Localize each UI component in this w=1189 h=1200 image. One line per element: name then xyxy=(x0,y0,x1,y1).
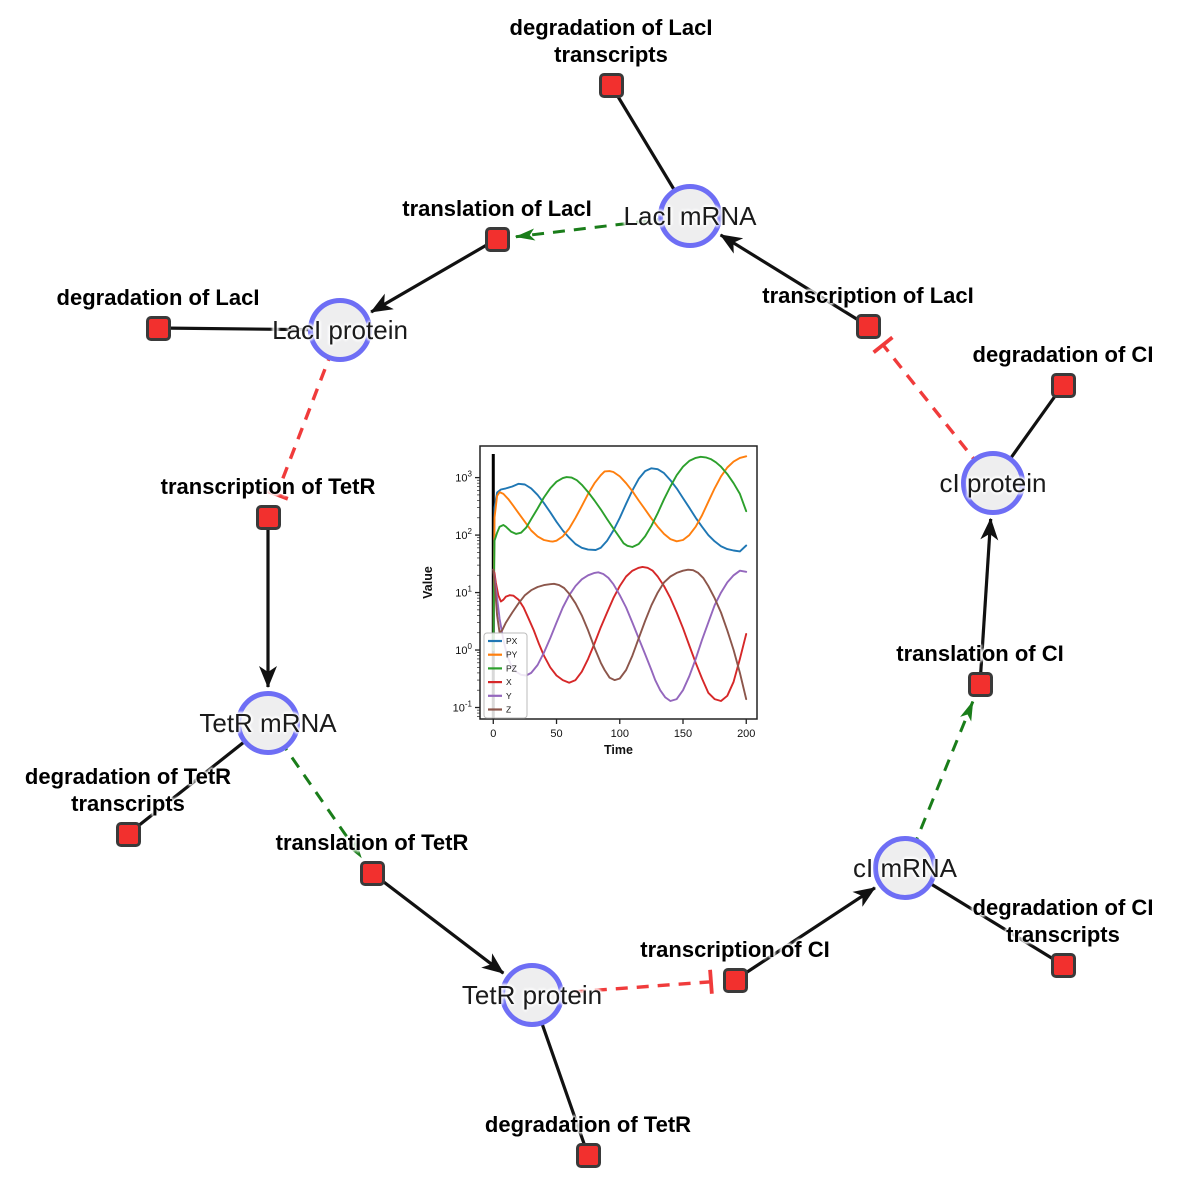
y-tick-label: 101 xyxy=(455,585,472,600)
inset-chart-svg: 10-1 100 101 102 103 0 50 100 150 200 Time Value PX P… xyxy=(421,445,758,757)
x-tick-label: 50 xyxy=(550,728,562,740)
reaction-node-deg_laci[interactable] xyxy=(145,315,171,341)
x-tick-label: 0 xyxy=(490,728,496,740)
legend-label-PZ: PZ xyxy=(506,663,517,673)
reaction-node-tsc_laci[interactable] xyxy=(855,313,881,339)
edge-product-tsc_ci-ci_mrna xyxy=(734,886,876,982)
species-node-laci_mrna[interactable] xyxy=(658,184,722,248)
x-tick-label: 100 xyxy=(611,728,629,740)
species-node-tetr_protein[interactable] xyxy=(500,963,564,1027)
reaction-node-tsc_ci[interactable] xyxy=(722,967,748,993)
x-axis-label: Time xyxy=(604,743,633,757)
legend-label-X: X xyxy=(506,677,512,687)
y-tick-label: 10-1 xyxy=(453,700,473,715)
y-tick-label: 100 xyxy=(455,642,472,657)
species-node-ci_mrna[interactable] xyxy=(873,836,937,900)
series-X xyxy=(492,565,748,702)
legend-label-PY: PY xyxy=(506,650,518,660)
series-PZ xyxy=(492,455,748,651)
species-node-ci_protein[interactable] xyxy=(961,451,1025,515)
legend-label-PX: PX xyxy=(506,636,518,646)
inset-chart: 10-1 100 101 102 103 0 50 100 150 200 Time Value PX P… xyxy=(415,430,785,770)
edge-product-tln_laci-laci_protein xyxy=(370,237,498,314)
x-tick-label: 200 xyxy=(737,728,755,740)
edge-product-tln_ci-ci_protein xyxy=(978,517,999,685)
legend-label-Z: Z xyxy=(506,705,511,715)
reaction-node-deg_ci_tr[interactable] xyxy=(1050,952,1076,978)
species-node-tetr_mrna[interactable] xyxy=(236,691,300,755)
series-Z xyxy=(492,568,748,701)
legend-label-Y: Y xyxy=(506,691,512,701)
reaction-node-deg_laci_tr[interactable] xyxy=(598,72,624,98)
series-PY xyxy=(492,455,748,651)
x-tick-label: 150 xyxy=(674,728,692,740)
y-axis-label: Value xyxy=(421,566,435,599)
y-tick-label: 102 xyxy=(455,527,472,542)
species-node-laci_protein[interactable] xyxy=(308,298,372,362)
reaction-node-deg_tetr[interactable] xyxy=(575,1142,601,1168)
reaction-node-tln_tetr[interactable] xyxy=(359,860,385,886)
reaction-node-deg_ci[interactable] xyxy=(1050,372,1076,398)
edge-product-tln_tetr-tetr_protein xyxy=(371,871,505,975)
edge-product-tsc_laci-laci_mrna xyxy=(719,233,869,328)
series-PX xyxy=(492,467,748,651)
reaction-node-tsc_tetr[interactable] xyxy=(255,504,281,530)
y-tick-label: 103 xyxy=(455,470,472,485)
reaction-node-tln_laci[interactable] xyxy=(484,226,510,252)
reaction-node-tln_ci[interactable] xyxy=(967,671,993,697)
reaction-node-deg_tetr_tr[interactable] xyxy=(115,821,141,847)
